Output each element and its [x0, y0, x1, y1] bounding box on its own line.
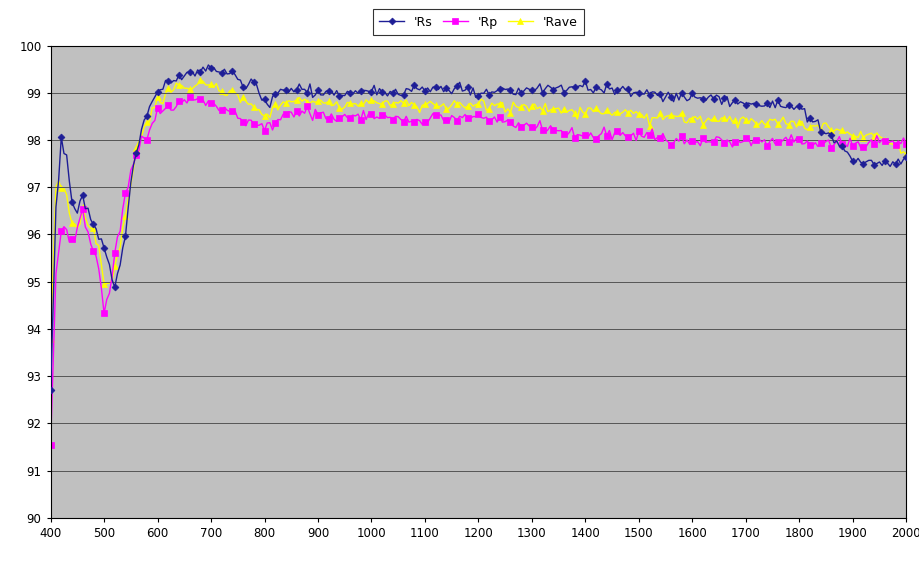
'Rp [427, 110, 438, 117]
'Rave [195, 77, 206, 84]
'Rs [584, 86, 596, 93]
Legend: 'Rs, 'Rp, 'Rave: 'Rs, 'Rp, 'Rave [372, 9, 584, 35]
'Rave [221, 92, 233, 99]
'Rs [427, 84, 438, 90]
'Rs [561, 87, 572, 94]
'Rs [654, 91, 665, 98]
Line: 'Rs: 'Rs [48, 63, 908, 393]
'Rs [900, 154, 911, 160]
'Rp [184, 94, 195, 101]
Line: 'Rp: 'Rp [48, 94, 908, 447]
'Rs [817, 129, 828, 136]
'Rs [221, 71, 233, 77]
'Rp [221, 106, 233, 113]
'Rs [45, 387, 56, 394]
'Rp [817, 141, 828, 147]
'Rave [45, 336, 56, 343]
'Rp [584, 130, 596, 137]
'Rave [561, 109, 572, 116]
'Rave [900, 151, 911, 158]
'Rp [654, 135, 665, 142]
Line: 'Rave: 'Rave [48, 77, 908, 342]
'Rs [202, 61, 213, 68]
'Rave [584, 105, 596, 112]
'Rave [817, 120, 828, 127]
'Rave [427, 100, 438, 107]
'Rave [654, 109, 665, 116]
'Rp [45, 441, 56, 448]
'Rp [561, 132, 572, 139]
'Rp [900, 141, 911, 147]
